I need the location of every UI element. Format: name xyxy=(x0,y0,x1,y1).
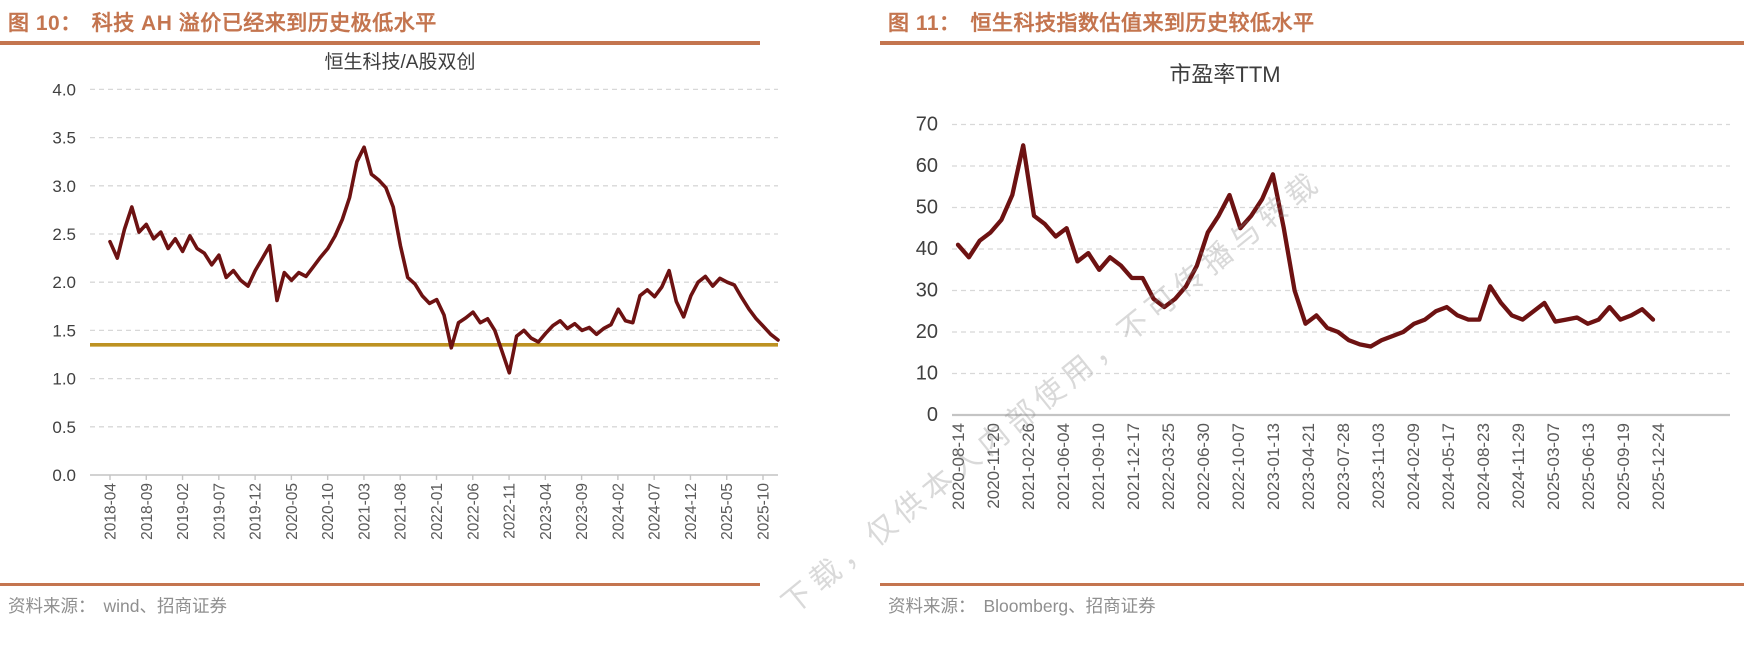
y-axis-tick-label: 1.0 xyxy=(52,370,76,389)
y-axis-tick-label: 0 xyxy=(927,404,938,426)
x-axis-tick-label: 2023-04 xyxy=(538,483,555,540)
figure-10-panel: 图 10： 科技 AH 溢价已经来到历史极低水平 4.0 3.5 3.0 2.5 2.0 1… xyxy=(0,0,780,649)
x-axis-tick-label: 2021-12-17 xyxy=(1124,423,1143,510)
x-axis-tick-label: 2021-03 xyxy=(356,483,373,540)
x-axis-tick-label: 2025-05 xyxy=(719,483,736,540)
figure-10-title-rule xyxy=(0,41,760,45)
x-axis-tick-label: 2021-08 xyxy=(393,483,410,540)
y-axis-tick-label: 20 xyxy=(916,321,938,343)
y-axis-tick-label: 0.5 xyxy=(52,418,76,437)
figure-10-source: 资料来源： wind、招商证券 xyxy=(0,593,760,618)
y-axis-tick-label: 2.5 xyxy=(52,225,76,244)
x-axis-tick-label: 2019-07 xyxy=(211,483,228,540)
x-axis-tick-label: 2018-04 xyxy=(103,483,120,540)
data-series-line xyxy=(108,145,780,375)
x-axis-tick-label: 2024-05-17 xyxy=(1439,423,1458,510)
x-axis-tick-label: 2024-02 xyxy=(610,483,627,540)
x-axis-tick-label: 2022-06 xyxy=(465,483,482,540)
x-axis-tick-label: 2025-10 xyxy=(756,483,773,540)
figure-11-source: 资料来源： Bloomberg、招商证券 xyxy=(880,593,1744,618)
y-axis-tick-label: 3.5 xyxy=(52,129,76,148)
y-axis-tick-label: 40 xyxy=(916,238,938,260)
figure-11-heading: 图 11： 恒生科技指数估值来到历史较低水平 xyxy=(880,7,1744,37)
figure-11-title-text: 恒生科技指数估值来到历史较低水平 xyxy=(970,12,1315,35)
y-axis-tick-label: 4.0 xyxy=(52,80,76,99)
x-axis-tick-label: 2021-06-04 xyxy=(1054,423,1073,510)
x-axis-tick-label: 2020-11-20 xyxy=(984,423,1003,509)
source-prefix: 资料来源： xyxy=(888,596,976,616)
x-axis-tick-label: 2020-10 xyxy=(320,483,337,540)
x-axis-tick-label: 2024-12 xyxy=(683,483,700,540)
x-axis-tick-label: 2023-09 xyxy=(574,483,591,540)
chart-title: 恒生科技/A股双创 xyxy=(325,51,476,73)
source-text: wind、招商证券 xyxy=(103,596,228,616)
y-axis-tick-label: 1.5 xyxy=(52,321,76,340)
y-axis-tick-label: 50 xyxy=(916,197,938,219)
figure-10-title-text: 科技 AH 溢价已经来到历史极低水平 xyxy=(91,12,437,35)
x-axis-tick-label: 2024-02-09 xyxy=(1404,423,1423,510)
figure-11-source-rule xyxy=(880,583,1744,586)
x-axis-tick-label: 2020-08-14 xyxy=(949,423,968,510)
figure-11-panel: 图 11： 恒生科技指数估值来到历史较低水平 70 60 50 40 30 20 10 0 202… xyxy=(880,0,1744,649)
hstech-pe-ttm-chart: 70 60 50 40 30 20 10 0 2020-08-14 2020-11-20 2021-… xyxy=(916,62,1730,510)
figure-10-label: 图 10： xyxy=(8,12,82,35)
hstech-ah-premium-chart: 4.0 3.5 3.0 2.5 2.0 1.5 1.0 0.5 0.0 2018-04 2018-0… xyxy=(52,51,780,540)
y-axis-tick-label: 0.0 xyxy=(52,466,76,485)
y-axis-tick-label: 10 xyxy=(916,363,938,385)
x-axis-tick-label: 2025-12-24 xyxy=(1649,423,1668,510)
figure-10-source-rule xyxy=(0,583,760,586)
chart-title: 市盈率TTM xyxy=(1169,62,1280,87)
y-axis-tick-label: 3.0 xyxy=(52,177,76,196)
source-prefix: 资料来源： xyxy=(8,596,96,616)
x-axis-tick-label: 2024-07 xyxy=(647,483,664,540)
source-text: Bloomberg、招商证券 xyxy=(983,596,1156,616)
y-axis-tick-label: 60 xyxy=(916,155,938,177)
x-axis-tick-label: 2021-09-10 xyxy=(1089,423,1108,510)
x-axis-tick-label: 2022-11 xyxy=(502,483,519,539)
x-axis-tick-label: 2020-05 xyxy=(284,483,301,540)
x-axis-tick-label: 2023-11-03 xyxy=(1369,423,1388,509)
y-axis-tick-label: 30 xyxy=(916,280,938,302)
x-axis-tick-label: 2022-01 xyxy=(429,483,446,540)
figure-11-title-rule xyxy=(880,41,1744,45)
x-axis-tick-label: 2025-06-13 xyxy=(1579,423,1598,510)
x-axis-tick-label: 2019-12 xyxy=(248,483,265,540)
x-axis-tick-label: 2022-03-25 xyxy=(1159,423,1178,510)
x-axis-tick-label: 2024-11-29 xyxy=(1509,423,1528,509)
x-axis-tick-label: 2023-04-21 xyxy=(1299,423,1318,510)
y-axis-tick-label: 2.0 xyxy=(52,273,76,292)
x-axis-tick-label: 2023-01-13 xyxy=(1264,423,1283,510)
figure-11-label: 图 11： xyxy=(888,12,961,35)
x-axis-tick-label: 2022-10-07 xyxy=(1229,423,1248,510)
x-axis-tick-label: 2025-03-07 xyxy=(1544,423,1563,510)
y-axis-tick-label: 70 xyxy=(916,114,938,136)
x-axis-tick-label: 2024-08-23 xyxy=(1474,423,1493,510)
x-axis-tick-label: 2019-02 xyxy=(175,483,192,540)
figure-10-heading: 图 10： 科技 AH 溢价已经来到历史极低水平 xyxy=(0,7,760,37)
x-axis-tick-label: 2025-09-19 xyxy=(1614,423,1633,510)
x-axis-tick-label: 2021-02-26 xyxy=(1019,423,1038,510)
x-axis-tick-label: 2022-06-30 xyxy=(1194,423,1213,510)
x-axis-tick-label: 2023-07-28 xyxy=(1334,423,1353,510)
x-axis-tick-label: 2018-09 xyxy=(139,483,156,540)
data-series-line xyxy=(955,143,1656,349)
